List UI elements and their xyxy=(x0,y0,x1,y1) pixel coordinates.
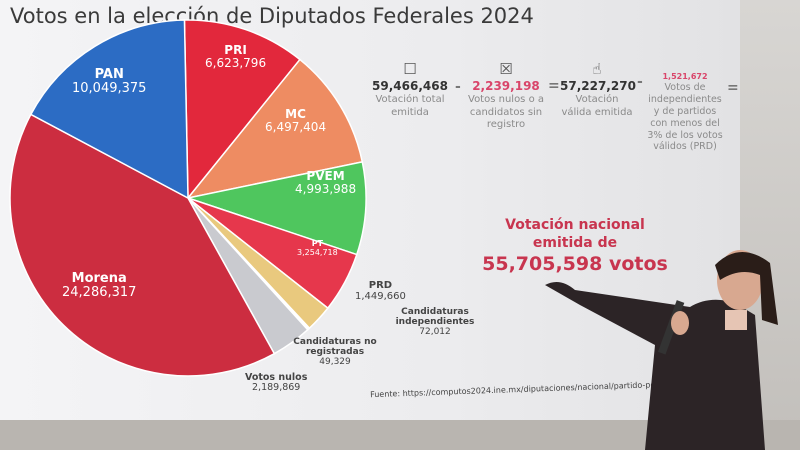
national-total: Votación nacional emitida de 55,705,598 vo… xyxy=(482,217,668,276)
label-independientes: Candidaturas independientes 72,012 xyxy=(395,307,475,337)
label-pvem: PVEM 4,993,988 xyxy=(295,169,357,197)
pie-slice-pan xyxy=(29,19,189,200)
presenter xyxy=(545,250,778,450)
label-mc: MC 6,497,404 xyxy=(265,107,327,135)
label-morena: Morena 24,286,317 xyxy=(62,271,137,301)
eq-valida: ☝ 57,227,270 Votación válida emitida xyxy=(560,60,636,118)
label-pt: PT 3,254,718 xyxy=(297,239,338,257)
eq-nulos: ☒ 2,239,198 Votos nulos o a candidatos sin… xyxy=(468,60,544,130)
minus-sign-2: - xyxy=(637,74,643,90)
chart-title: Votos en la elección de Diputados Federa… xyxy=(10,4,534,28)
label-prd: PRD 1,449,660 xyxy=(355,280,406,302)
equals-sign-2: = xyxy=(727,80,739,96)
minus-sign: - xyxy=(455,79,461,95)
label-pan: PAN 10,049,375 xyxy=(72,67,147,97)
pie-slice-pri xyxy=(183,19,301,201)
pie-slice-pvem xyxy=(185,160,367,256)
label-no-registradas: Candidaturas no registradas 49,329 xyxy=(293,337,377,367)
ballot-box-icon: ☐ xyxy=(403,60,417,78)
pie-slice-morena xyxy=(9,113,276,377)
label-votos-nulos: Votos nulos 2,189,869 xyxy=(245,372,308,394)
equals-sign: = xyxy=(548,78,560,94)
pie-slice-mc xyxy=(186,58,364,200)
eq-total: ☐ 59,466,468 Votación total emitida xyxy=(368,60,452,119)
eq-menores: 1,521,672 Votos de independientes y de pa… xyxy=(647,72,723,153)
label-pri: PRI 6,623,796 xyxy=(205,43,267,71)
clipboard-x-icon: ☒ xyxy=(499,60,513,78)
pie-chart xyxy=(9,19,367,377)
thumbs-up-icon: ☝ xyxy=(592,60,602,78)
